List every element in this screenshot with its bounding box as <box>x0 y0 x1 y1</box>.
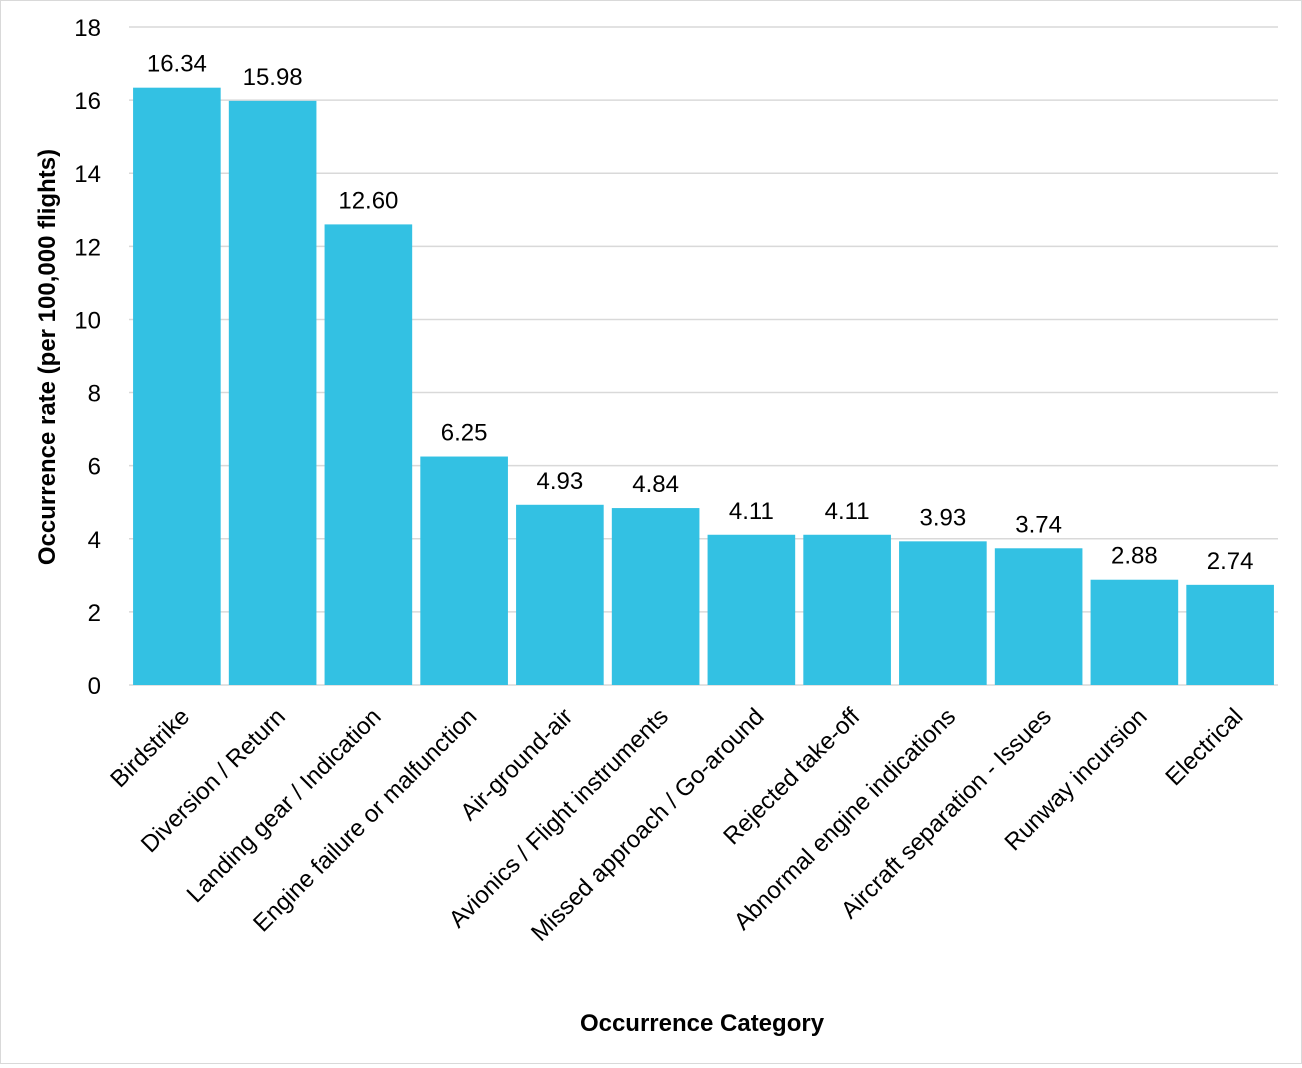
y-tick-label: 16 <box>74 88 101 115</box>
y-tick-label: 0 <box>88 673 101 700</box>
bar <box>994 548 1083 685</box>
bar <box>324 224 413 685</box>
category-label: Landing gear / Indication <box>182 703 387 908</box>
bar-value-label: 16.34 <box>147 51 207 78</box>
y-tick-label: 12 <box>74 234 101 261</box>
y-tick-label: 6 <box>88 454 101 481</box>
bar-value-label: 12.60 <box>338 187 398 214</box>
data-labels: 16.34 15.98 12.60 6.25 4.93 4.84 4.11 4.11 3.93 3… <box>147 51 1254 575</box>
bars <box>133 87 1274 685</box>
bar-value-label: 4.93 <box>537 468 584 495</box>
category-label: Electrical <box>1160 703 1248 791</box>
y-axis-title: Occurrence rate (per 100,000 flights) <box>34 149 61 565</box>
y-axis-ticks: 0 2 4 6 8 10 12 14 16 18 <box>74 15 101 700</box>
gridlines <box>129 26 1278 686</box>
bar <box>1186 584 1274 685</box>
category-label: Birdstrike <box>105 703 195 793</box>
y-tick-label: 8 <box>88 381 101 408</box>
y-tick-label: 18 <box>74 15 101 42</box>
bar <box>228 100 317 685</box>
bar-value-label: 4.11 <box>729 498 774 525</box>
bar <box>420 456 508 685</box>
bar <box>516 504 604 685</box>
y-tick-label: 14 <box>74 161 101 188</box>
y-tick-label: 2 <box>88 600 101 627</box>
x-axis-title: Occurrence Category <box>580 1010 825 1037</box>
bar <box>803 534 891 685</box>
bar <box>611 508 700 685</box>
bar-value-label: 15.98 <box>243 64 303 91</box>
bar-value-label: 4.11 <box>825 498 870 525</box>
bar-value-label: 3.74 <box>1015 511 1062 538</box>
bar-value-label: 2.74 <box>1207 548 1254 575</box>
bar-value-label: 4.84 <box>632 471 679 498</box>
y-tick-label: 4 <box>88 527 101 554</box>
bar-value-label: 3.93 <box>920 504 967 531</box>
bar <box>133 87 221 685</box>
bar <box>707 534 796 685</box>
bar <box>1090 579 1179 685</box>
bar-value-label: 6.25 <box>441 420 488 447</box>
bar <box>899 541 987 685</box>
y-tick-label: 10 <box>74 307 101 334</box>
bar-value-label: 2.88 <box>1111 543 1158 570</box>
